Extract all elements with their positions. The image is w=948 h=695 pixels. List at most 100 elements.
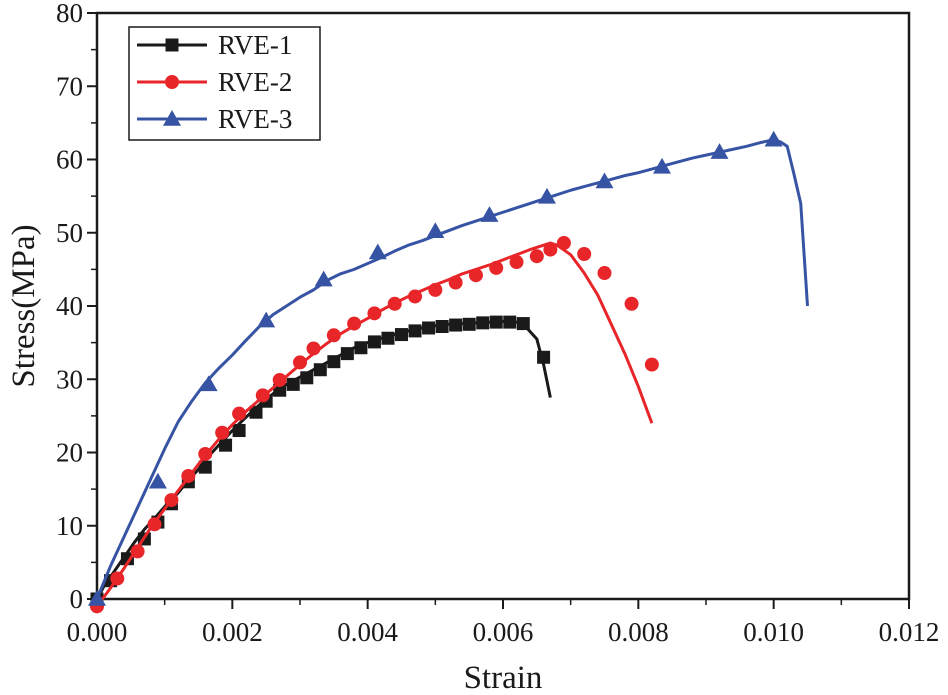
y-axis-title: Stress(MPa) [6,224,42,387]
data-point-rve-2 [181,468,196,483]
legend-swatch-marker [165,75,179,89]
data-point-rve-3 [653,157,672,174]
series-rve-2 [90,236,659,614]
data-point-rve-3 [764,130,783,147]
y-tick-label: 20 [56,438,83,468]
x-tick-label: 0.008 [608,617,669,647]
data-point-rve-1 [286,377,300,391]
data-point-rve-1 [198,460,212,474]
y-tick-label: 0 [70,584,84,614]
data-point-rve-2 [448,275,463,290]
legend: RVE-1 RVE-2 RVE-3 [128,26,321,141]
legend-item-rve-3: RVE-3 [137,104,292,134]
series-line-rve-3 [95,138,809,600]
data-point-rve-3 [595,172,614,189]
series-layer [88,130,809,614]
data-point-rve-2 [367,306,382,321]
x-tick-label: 0.010 [743,617,804,647]
data-point-rve-1 [476,316,490,330]
x-tick-labels: 0.000 0.002 0.004 0.006 0.008 0.010 0.012 [67,617,940,647]
data-point-rve-1 [340,347,354,361]
data-point-rve-1 [381,331,395,345]
data-point-rve-2 [556,236,571,251]
data-point-rve-3 [368,243,387,260]
data-point-rve-2 [624,296,639,311]
data-point-rve-2 [347,316,362,331]
x-tick-label: 0.006 [473,617,534,647]
data-point-rve-2 [489,260,504,275]
data-point-rve-3 [148,472,167,489]
y-tick-labels: 0 10 20 30 40 50 60 70 80 [56,0,83,614]
data-point-rve-1 [462,317,476,331]
data-point-rve-2 [468,268,483,283]
data-point-rve-2 [198,446,213,461]
data-point-rve-3 [426,222,445,239]
y-tick-label: 10 [56,511,83,541]
data-point-rve-2 [306,341,321,356]
data-point-rve-1 [219,438,233,452]
data-point-rve-1 [354,341,368,355]
data-point-rve-2 [164,493,179,508]
x-tick-label: 0.004 [337,617,398,647]
data-point-rve-1 [489,315,503,329]
data-point-rve-2 [543,242,558,257]
data-point-rve-1 [367,335,381,349]
legend-label: RVE-1 [218,30,292,60]
data-point-rve-2 [272,372,287,387]
data-point-rve-1 [537,350,551,364]
data-point-rve-3 [480,206,499,222]
data-point-rve-1 [273,383,287,397]
data-point-rve-2 [255,388,270,403]
data-point-rve-2 [577,246,592,261]
data-point-rve-1 [327,355,341,369]
data-point-rve-1 [449,318,463,332]
data-point-rve-2 [408,289,423,304]
data-point-rve-3 [314,270,333,287]
x-tick-label: 0.000 [67,617,128,647]
data-point-rve-3 [537,187,556,204]
data-point-rve-1 [395,328,408,342]
data-point-rve-2 [293,355,307,370]
data-point-rve-2 [232,406,247,421]
legend-item-rve-1: RVE-1 [137,30,292,60]
y-tick-label: 70 [56,71,83,101]
data-point-rve-1 [249,405,263,419]
data-point-rve-1 [232,424,246,438]
data-point-rve-2 [644,357,659,372]
data-point-rve-1 [435,320,449,334]
data-point-rve-1 [503,315,517,329]
y-tick-label: 30 [56,364,83,394]
data-point-rve-1 [120,552,134,566]
x-axis-title: Strain [464,660,543,695]
legend-label: RVE-2 [218,67,292,97]
y-tick-label: 60 [56,145,83,175]
data-point-rve-2 [147,517,162,532]
data-point-rve-3 [88,590,106,606]
data-point-rve-2 [509,255,524,270]
data-point-rve-1 [516,317,530,331]
data-point-rve-2 [110,571,125,586]
data-point-rve-1 [313,363,327,377]
data-point-rve-2 [597,266,612,281]
data-point-rve-2 [130,544,145,559]
data-point-rve-2 [387,296,402,311]
data-point-rve-1 [422,321,436,335]
data-point-rve-2 [326,328,341,343]
x-tick-label: 0.002 [202,617,263,647]
data-point-rve-2 [215,425,230,440]
y-tick-label: 80 [56,0,83,28]
series-line-rve-1 [95,319,552,600]
data-point-rve-2 [529,249,544,264]
y-tick-label: 40 [56,291,83,321]
series-rve-1 [90,315,552,606]
series-line-rve-2 [95,241,654,608]
data-point-rve-1 [300,371,314,385]
legend-swatch-marker [163,110,181,126]
y-tick-label: 50 [56,218,83,248]
legend-label: RVE-3 [218,104,292,134]
legend-swatch-marker [165,38,179,52]
data-point-rve-2 [428,282,443,297]
data-point-rve-3 [199,375,218,392]
data-point-rve-3 [710,143,729,159]
